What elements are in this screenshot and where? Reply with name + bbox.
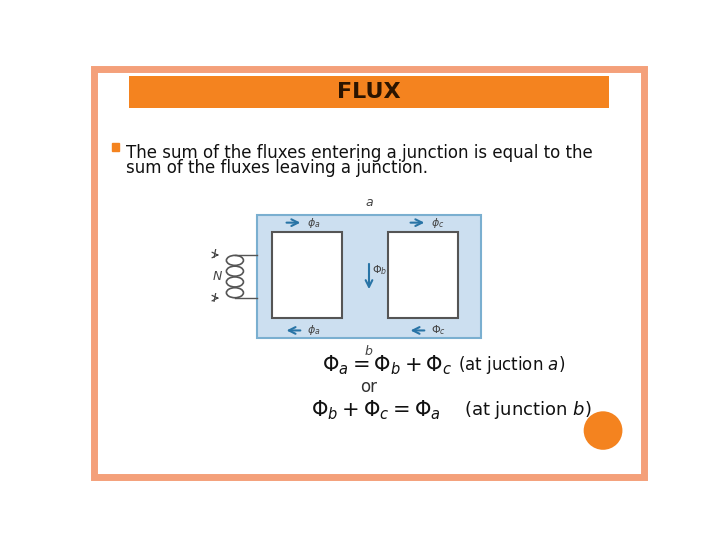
Ellipse shape <box>584 411 622 450</box>
Text: $\Phi_b$: $\Phi_b$ <box>372 264 387 277</box>
Bar <box>112 143 120 151</box>
Text: $\Phi_b + \Phi_c = \Phi_a$: $\Phi_b + \Phi_c = \Phi_a$ <box>311 398 441 422</box>
Text: $\Phi_a = \Phi_b + \Phi_c$: $\Phi_a = \Phi_b + \Phi_c$ <box>323 353 453 377</box>
Text: (at junction $b$): (at junction $b$) <box>464 399 592 421</box>
Text: or: or <box>361 377 377 396</box>
Text: $b$: $b$ <box>364 345 374 359</box>
Bar <box>272 232 342 318</box>
Text: $\phi_a$: $\phi_a$ <box>307 323 320 338</box>
Text: FLUX: FLUX <box>337 82 401 102</box>
Text: $\Phi_c$: $\Phi_c$ <box>431 323 446 338</box>
Text: $I$: $I$ <box>212 292 217 305</box>
Bar <box>388 232 458 318</box>
Text: The sum of the fluxes entering a junction is equal to the: The sum of the fluxes entering a junctio… <box>126 144 593 162</box>
Text: $a$: $a$ <box>364 196 374 209</box>
Text: $\phi_a$: $\phi_a$ <box>307 215 320 230</box>
Text: $\phi_c$: $\phi_c$ <box>431 215 444 230</box>
Text: (at juction $a$): (at juction $a$) <box>458 354 565 376</box>
Bar <box>256 215 482 338</box>
Text: sum of the fluxes leaving a junction.: sum of the fluxes leaving a junction. <box>126 159 428 177</box>
Text: $N$: $N$ <box>212 270 222 283</box>
Text: $I$: $I$ <box>212 248 217 261</box>
Bar <box>129 76 609 108</box>
